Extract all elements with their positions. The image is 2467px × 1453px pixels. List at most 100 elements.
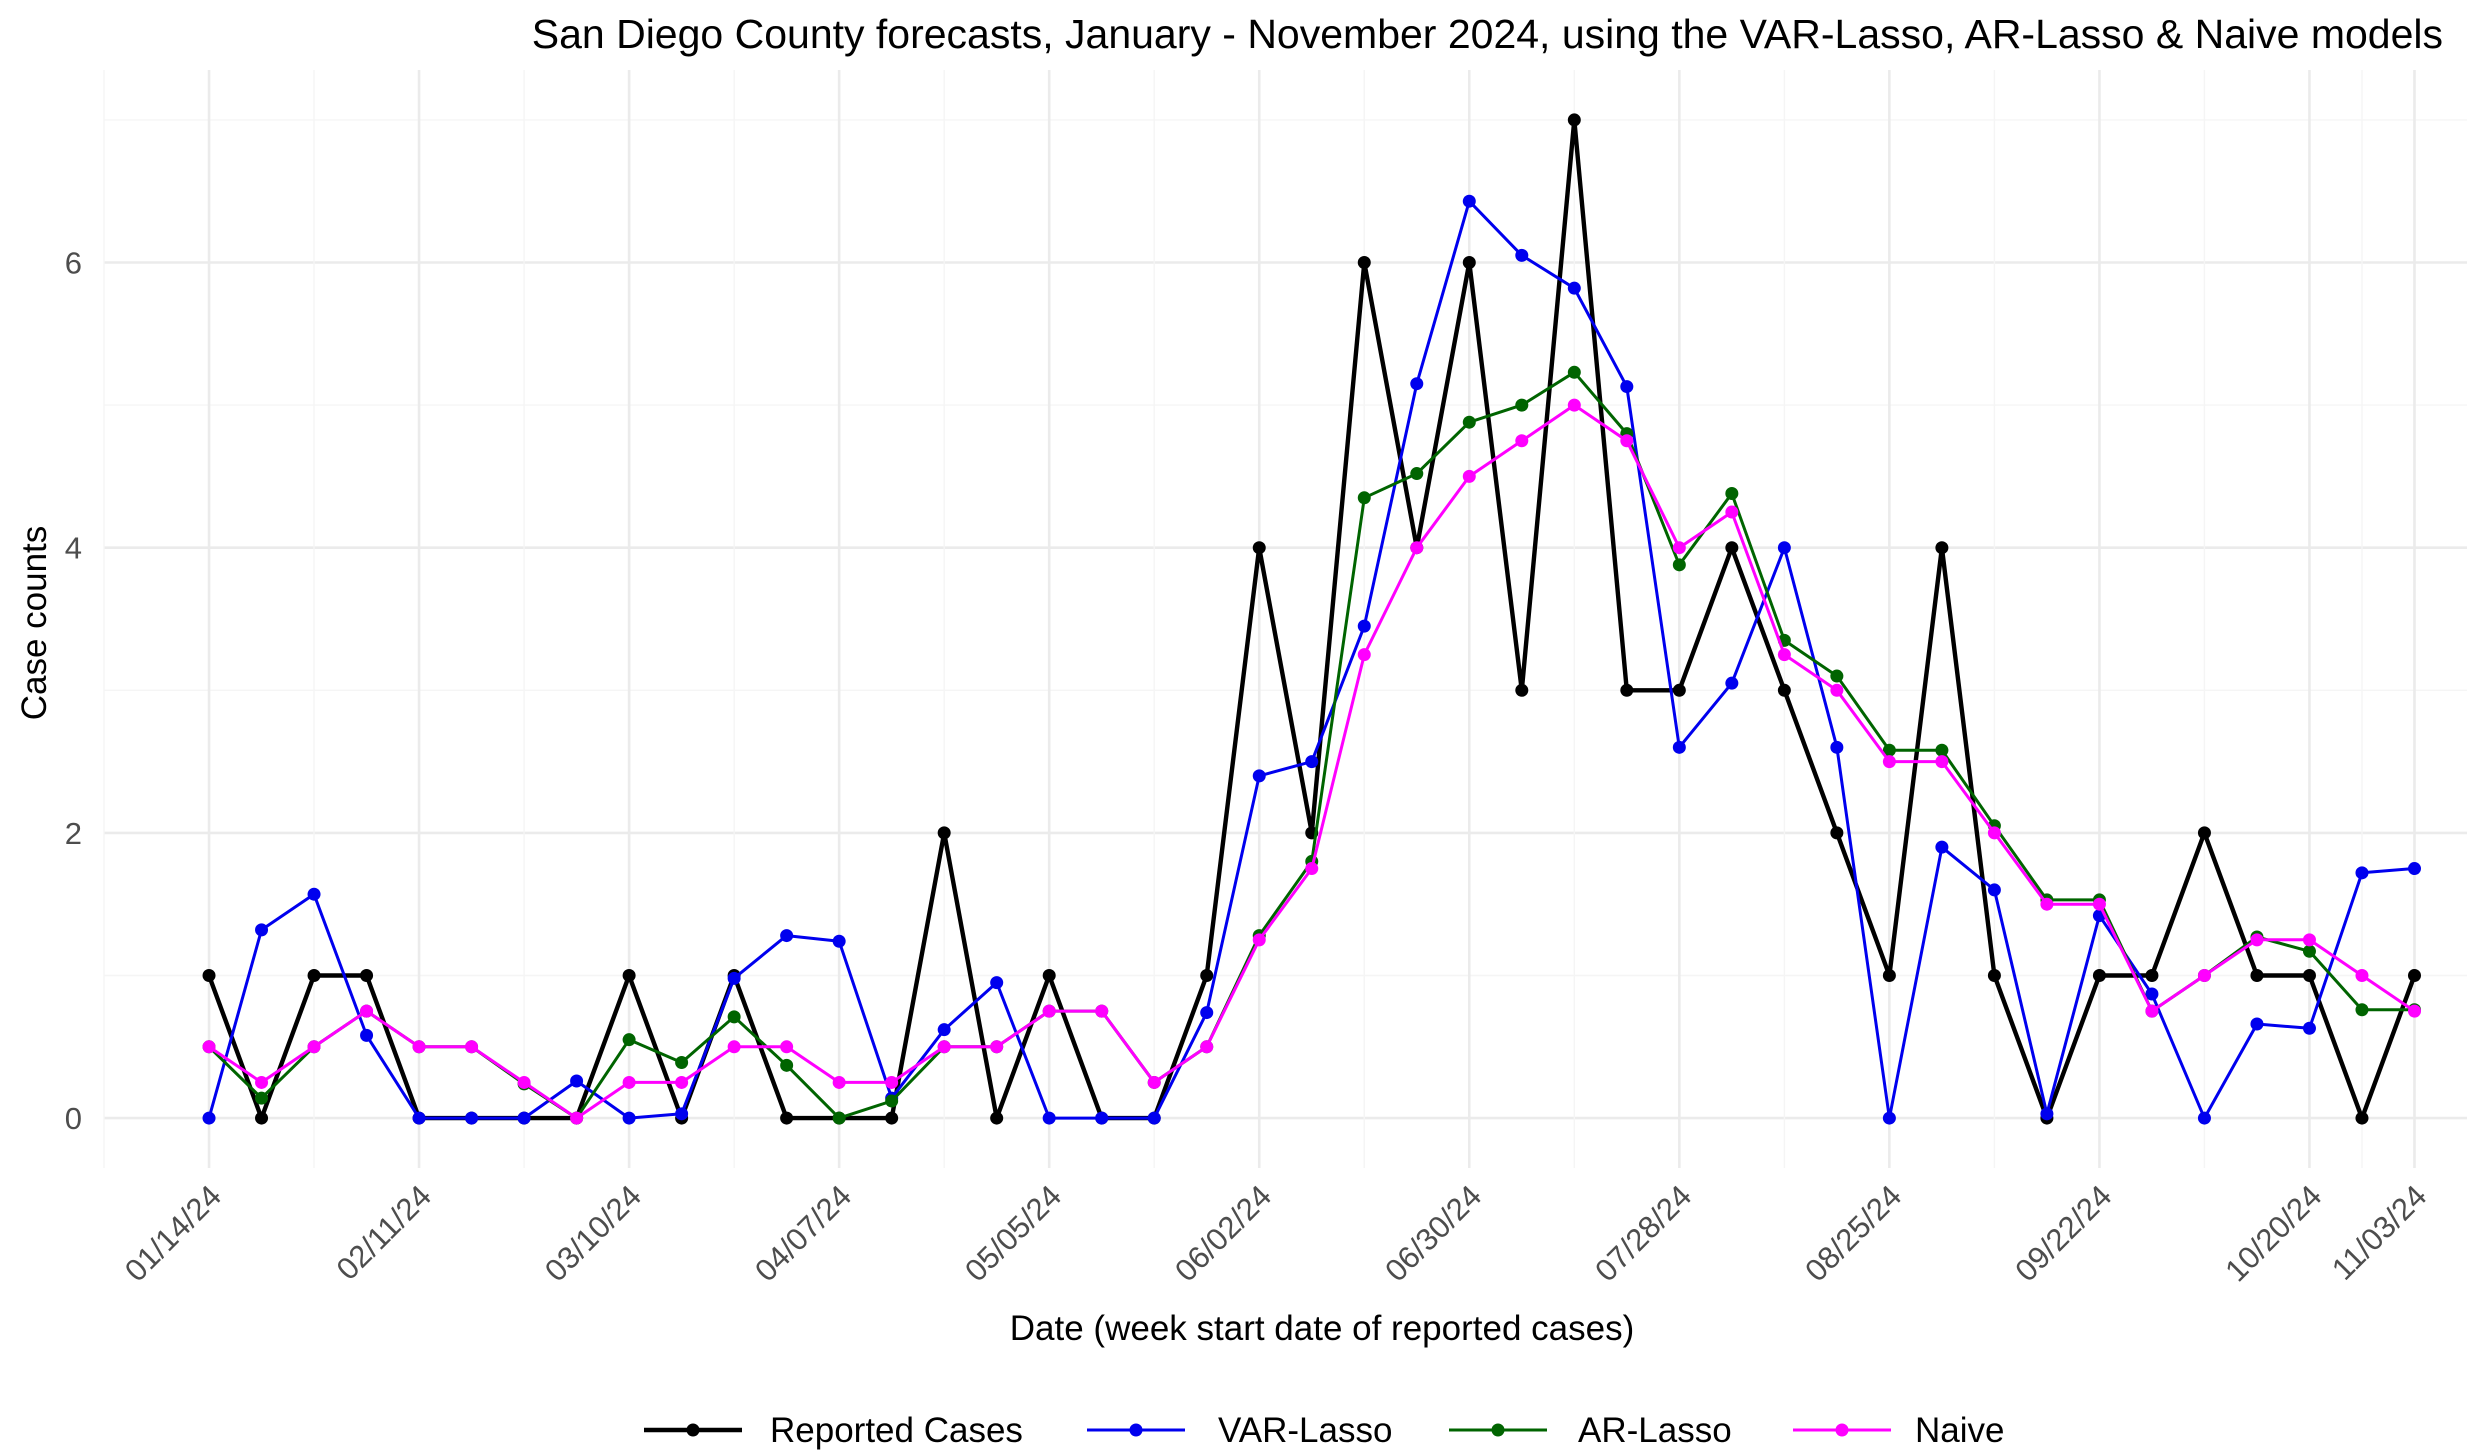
- data-point: [360, 1028, 374, 1042]
- data-point: [412, 1040, 426, 1054]
- data-point: [780, 1111, 794, 1125]
- data-point: [885, 1111, 899, 1125]
- data-point: [2197, 968, 2211, 982]
- data-point: [1830, 683, 1844, 697]
- data-point: [2040, 1107, 2054, 1121]
- data-point: [1357, 619, 1371, 633]
- data-point: [1672, 683, 1686, 697]
- data-point: [937, 1040, 951, 1054]
- data-point: [517, 1111, 531, 1125]
- data-point: [1987, 883, 2001, 897]
- data-point: [1725, 676, 1739, 690]
- data-point: [832, 1111, 846, 1125]
- data-point: [1672, 740, 1686, 754]
- legend-label: Naive: [1915, 1411, 2004, 1450]
- data-point: [780, 929, 794, 943]
- series-var-lasso: [202, 194, 2421, 1125]
- y-tick-label: 0: [65, 1101, 82, 1136]
- series-naive: [202, 398, 2421, 1125]
- data-point: [1987, 826, 2001, 840]
- data-point: [727, 1040, 741, 1054]
- data-point: [622, 1111, 636, 1125]
- legend-key-point: [1129, 1423, 1143, 1437]
- data-point: [1410, 467, 1424, 481]
- data-point: [1620, 434, 1634, 448]
- data-point: [832, 1075, 846, 1089]
- data-point: [2355, 1003, 2369, 1017]
- data-point: [2302, 944, 2316, 958]
- data-point: [1672, 558, 1686, 572]
- data-point: [780, 1040, 794, 1054]
- data-point: [1567, 281, 1581, 295]
- data-point: [2092, 897, 2106, 911]
- data-point: [1042, 1004, 1056, 1018]
- data-point: [1777, 541, 1791, 555]
- data-point: [2302, 933, 2316, 947]
- data-point: [1095, 1004, 1109, 1018]
- data-point: [1567, 113, 1581, 127]
- data-point: [2145, 968, 2159, 982]
- x-tick-label: 07/28/24: [1588, 1178, 1698, 1288]
- data-point: [1620, 380, 1634, 394]
- data-point: [2145, 987, 2159, 1001]
- data-point: [622, 968, 636, 982]
- legend: Reported Cases VAR-Lasso AR-Lasso Naive: [644, 1411, 2004, 1450]
- data-point: [1462, 256, 1476, 270]
- data-point: [2250, 933, 2264, 947]
- data-point: [1252, 769, 1266, 783]
- data-point: [2407, 862, 2421, 876]
- data-point: [1515, 683, 1529, 697]
- data-point: [412, 1111, 426, 1125]
- data-point: [1830, 669, 1844, 683]
- data-point: [2250, 1017, 2264, 1031]
- data-point: [1935, 743, 1949, 757]
- legend-key-point: [1491, 1423, 1505, 1437]
- data-point: [255, 1075, 269, 1089]
- legend-item: VAR-Lasso: [1087, 1411, 1392, 1450]
- data-point: [1830, 826, 1844, 840]
- data-point: [2302, 1021, 2316, 1035]
- x-tick-label: 03/10/24: [538, 1178, 648, 1288]
- data-point: [832, 934, 846, 948]
- data-point: [1147, 1111, 1161, 1125]
- x-tick-label: 01/14/24: [118, 1178, 228, 1288]
- data-point: [1410, 377, 1424, 391]
- x-tick-label: 02/11/24: [330, 1178, 438, 1286]
- legend-item: Naive: [1793, 1411, 2004, 1450]
- data-point: [255, 1111, 269, 1125]
- data-point: [1620, 683, 1634, 697]
- series-line: [207, 370, 2416, 1120]
- data-point: [202, 968, 216, 982]
- y-tick-label: 6: [65, 246, 82, 281]
- data-point: [2250, 968, 2264, 982]
- data-point: [885, 1094, 899, 1108]
- data-point: [937, 1023, 951, 1037]
- data-point: [1515, 248, 1529, 262]
- x-axis-ticks: 01/14/24 02/11/24 03/10/24 04/07/24 05/05/24…: [118, 1178, 2434, 1288]
- x-tick-label: 11/03/24: [2325, 1178, 2433, 1286]
- data-point: [2197, 1111, 2211, 1125]
- data-point: [307, 1040, 321, 1054]
- data-point: [1357, 648, 1371, 662]
- data-point: [727, 1010, 741, 1024]
- data-point: [1305, 862, 1319, 876]
- data-point: [1882, 1111, 1896, 1125]
- data-point: [1252, 541, 1266, 555]
- x-tick-label: 10/20/24: [2218, 1178, 2328, 1288]
- data-point: [2302, 968, 2316, 982]
- data-point: [1777, 648, 1791, 662]
- data-point: [360, 1004, 374, 1018]
- legend-label: VAR-Lasso: [1218, 1411, 1392, 1450]
- data-point: [1672, 541, 1686, 555]
- data-point: [622, 1033, 636, 1047]
- data-point: [780, 1058, 794, 1072]
- data-point: [2197, 826, 2211, 840]
- data-point: [307, 968, 321, 982]
- x-tick-label: 05/05/24: [958, 1178, 1068, 1288]
- data-point: [1462, 194, 1476, 208]
- data-point: [1305, 755, 1319, 769]
- legend-item: AR-Lasso: [1449, 1411, 1732, 1450]
- data-point: [622, 1075, 636, 1089]
- data-point: [675, 1055, 689, 1069]
- data-point: [1042, 1111, 1056, 1125]
